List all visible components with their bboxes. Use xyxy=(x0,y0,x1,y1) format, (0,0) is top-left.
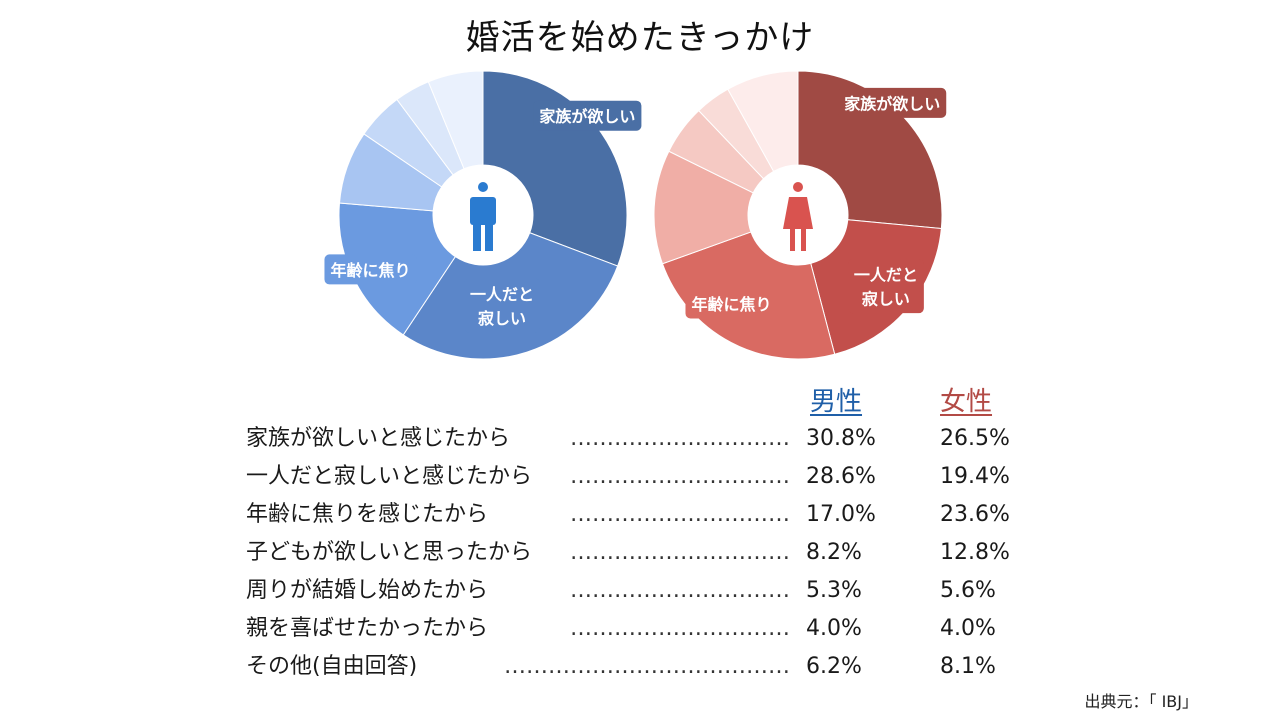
slice-label: 寂しい xyxy=(478,309,526,328)
row-male-value: 5.3% xyxy=(806,578,862,603)
row-label: 親を喜ばせたかったから xyxy=(246,616,489,641)
row-female-value: 8.1% xyxy=(940,654,996,679)
row-male-value: 17.0% xyxy=(806,502,876,527)
row-label: 家族が欲しいと感じたから xyxy=(246,426,511,451)
female-column-header: 女性 xyxy=(940,387,993,417)
table-row: 親を喜ばせたかったから ………………………… 4.0% 4.0% xyxy=(246,610,1046,648)
row-label: 周りが結婚し始めたから xyxy=(246,578,489,603)
slice-label-background xyxy=(324,254,417,285)
row-female-value: 12.8% xyxy=(940,540,1010,565)
slice-label: 寂しい xyxy=(862,290,910,309)
slice-label-background xyxy=(847,259,924,314)
slice-label: 一人だと xyxy=(470,285,534,304)
female-person-icon xyxy=(783,182,813,251)
slice-label: 年齢に焦り xyxy=(691,295,771,314)
row-male-value: 8.2% xyxy=(806,540,862,565)
table-row: その他(自由回答) ………………………………… 6.2% 8.1% xyxy=(246,648,1046,686)
table-row: 子どもが欲しいと思ったから ………………………… 8.2% 12.8% xyxy=(246,534,1046,572)
row-label: その他(自由回答) xyxy=(246,654,418,679)
row-leader-dots: ………………………………… xyxy=(504,654,790,679)
slice-label: 年齢に焦り xyxy=(330,261,410,280)
slice-label: 家族が欲しい xyxy=(539,107,635,126)
row-leader-dots: ………………………… xyxy=(570,464,790,489)
slice-label-background xyxy=(685,288,778,319)
source-credit: 出典元：「 IBJ」 xyxy=(1084,692,1198,711)
row-female-value: 4.0% xyxy=(940,616,996,641)
slice-label: 一人だと xyxy=(854,266,918,285)
row-male-value: 6.2% xyxy=(806,654,862,679)
table-row: 年齢に焦りを感じたから ………………………… 17.0% 23.6% xyxy=(246,496,1046,534)
row-leader-dots: ………………………… xyxy=(570,540,790,565)
table-row: 周りが結婚し始めたから ………………………… 5.3% 5.6% xyxy=(246,572,1046,610)
row-leader-dots: ………………………… xyxy=(570,502,790,527)
male-column-header: 男性 xyxy=(810,387,863,417)
slice-label-background xyxy=(464,278,541,333)
slice-label: 家族が欲しい xyxy=(844,94,940,113)
page-title: 婚活を始めたきっかけ xyxy=(465,18,815,58)
row-label: 子どもが欲しいと思ったから xyxy=(246,540,533,565)
row-male-value: 4.0% xyxy=(806,616,862,641)
row-label: 年齢に焦りを感じたから xyxy=(246,502,489,527)
row-leader-dots: ………………………… xyxy=(570,616,790,641)
row-female-value: 26.5% xyxy=(940,426,1010,451)
row-female-value: 19.4% xyxy=(940,464,1010,489)
male-person-icon xyxy=(470,182,496,251)
table-row: 一人だと寂しいと感じたから ………………………… 28.6% 19.4% xyxy=(246,458,1046,496)
row-leader-dots: ………………………… xyxy=(570,426,790,451)
row-female-value: 5.6% xyxy=(940,578,996,603)
slice-label-background xyxy=(838,87,947,118)
slice-label-background xyxy=(533,100,642,131)
row-leader-dots: ………………………… xyxy=(570,578,790,603)
row-label: 一人だと寂しいと感じたから xyxy=(246,464,533,489)
row-male-value: 28.6% xyxy=(806,464,876,489)
table-row: 家族が欲しいと感じたから ………………………… 30.8% 26.5% xyxy=(246,420,1046,458)
row-female-value: 23.6% xyxy=(940,502,1010,527)
row-male-value: 30.8% xyxy=(806,426,876,451)
